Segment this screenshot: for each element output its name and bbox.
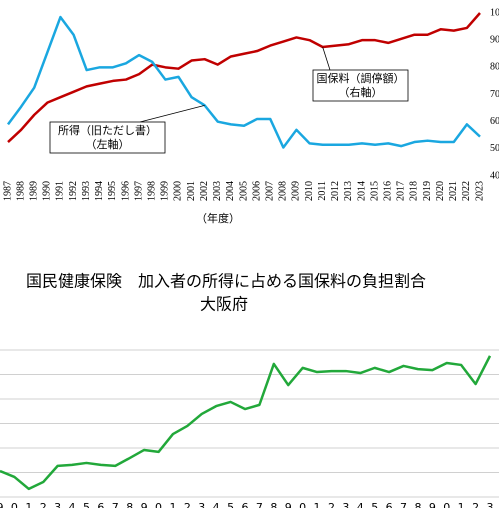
x-tick-label: 8	[126, 501, 133, 508]
chart-subtitle: 大阪府	[200, 295, 248, 314]
x-tick-label: 9	[429, 501, 436, 508]
x-tick-label: 5	[371, 501, 378, 508]
x-tick-label: 1	[169, 501, 176, 508]
x-tick-label: 1989	[29, 181, 40, 201]
x-tick-label: 2006	[251, 181, 262, 201]
x-tick-label: 9	[0, 501, 4, 508]
x-tick-label: 3	[54, 501, 61, 508]
x-tick-label: 1994	[94, 181, 105, 201]
x-tick-label: 2000	[173, 181, 184, 201]
data-line	[6, 15, 481, 149]
x-tick-label: 3	[487, 501, 494, 508]
x-tick-label: 1	[314, 501, 321, 508]
x-tick-label: 1991	[55, 181, 66, 201]
x-tick-label: 1992	[68, 181, 79, 201]
annotation-box	[49, 121, 166, 154]
x-tick-label: 7	[112, 501, 119, 508]
legend-label: 所得（旧ただし書）	[58, 123, 157, 137]
x-tick-label: 2023	[474, 181, 485, 201]
x-tick-label: 2009	[291, 181, 302, 201]
x-tick-label: 2012	[330, 181, 341, 201]
x-tick-label: 4	[213, 501, 220, 508]
legend-note: （左軸）	[86, 137, 130, 151]
x-tick-label: 2002	[199, 181, 210, 201]
x-tick-label: 6	[97, 501, 104, 508]
x-tick-label: 2008	[278, 181, 289, 201]
x-tick-label: 2003	[212, 181, 223, 201]
x-tick-label: 1993	[81, 181, 92, 201]
y2-tick-label: 50,000	[490, 143, 499, 154]
x-tick-label: 5	[227, 501, 234, 508]
x-tick-label: 1990	[42, 181, 53, 201]
x-tick-label: 2005	[238, 181, 249, 201]
legend-note: （右軸）	[339, 85, 383, 99]
data-line	[7, 12, 481, 143]
x-tick-label: 2017	[396, 181, 407, 201]
x-tick-label: 8	[414, 501, 421, 508]
x-tick-label: 3	[198, 501, 205, 508]
y2-tick-label: 90,000	[490, 34, 499, 45]
x-tick-label: 2019	[422, 181, 433, 201]
x-tick-label: 1987	[2, 181, 13, 201]
x-tick-label: 5	[83, 501, 90, 508]
x-tick-label: 9	[285, 501, 292, 508]
x-tick-label: 2010	[304, 181, 315, 201]
x-tick-label: 2001	[186, 181, 197, 201]
x-tick-label: 7	[256, 501, 263, 508]
x-tick-label: 9	[141, 501, 148, 508]
x-tick-label: 1998	[147, 181, 158, 201]
x-tick-label: 1	[458, 501, 465, 508]
leader-line	[139, 104, 205, 123]
x-tick-label: 2	[184, 501, 191, 508]
y2-tick-label: 40,000	[490, 170, 499, 181]
y2-tick-label: 100,000	[490, 7, 499, 18]
x-tick-label: 2011	[317, 181, 328, 201]
x-tick-label: 0	[11, 501, 18, 508]
x-tick-label: 2016	[383, 181, 394, 201]
x-tick-label: 4	[69, 501, 76, 508]
y2-tick-label: 70,000	[490, 89, 499, 100]
x-tick-label: 6	[386, 501, 393, 508]
x-tick-label: 1997	[133, 181, 144, 201]
x-tick-label: 7	[400, 501, 407, 508]
x-tick-label: 0	[299, 501, 306, 508]
data-line	[0, 355, 492, 491]
x-tick-label: 1996	[120, 181, 131, 201]
y2-tick-label: 60,000	[490, 116, 499, 127]
x-tick-label: 1999	[160, 181, 171, 201]
x-tick-label: 8	[270, 501, 277, 508]
x-tick-label: 2014	[356, 181, 367, 201]
x-tick-label: 1988	[15, 181, 26, 201]
y2-tick-label: 80,000	[490, 62, 499, 73]
x-axis-label: （年度）	[196, 211, 240, 225]
x-tick-label: 2015	[369, 181, 380, 201]
x-tick-label: 2007	[265, 181, 276, 201]
x-tick-label: 4	[357, 501, 364, 508]
x-tick-label: 2022	[461, 181, 472, 201]
x-tick-label: 2004	[225, 181, 236, 201]
x-tick-label: 0	[155, 501, 162, 508]
x-tick-label: 2018	[409, 181, 420, 201]
x-tick-label: 0	[443, 501, 450, 508]
x-tick-label: 1995	[107, 181, 118, 201]
x-tick-label: 2	[472, 501, 479, 508]
x-tick-label: 1	[25, 501, 32, 508]
x-tick-label: 2	[40, 501, 47, 508]
x-tick-label: 2	[328, 501, 335, 508]
annotation-box	[312, 69, 409, 102]
x-tick-label: 3	[342, 501, 349, 508]
legend-label: 国保料（調停額）	[317, 71, 405, 85]
x-tick-label: 2021	[448, 181, 459, 201]
chart-title: 国民健康保険 加入者の所得に占める国保料の負担割合	[26, 272, 426, 291]
x-tick-label: 2020	[435, 181, 446, 201]
x-tick-label: 6	[242, 501, 249, 508]
x-tick-label: 2013	[343, 181, 354, 201]
leader-line	[322, 46, 331, 71]
